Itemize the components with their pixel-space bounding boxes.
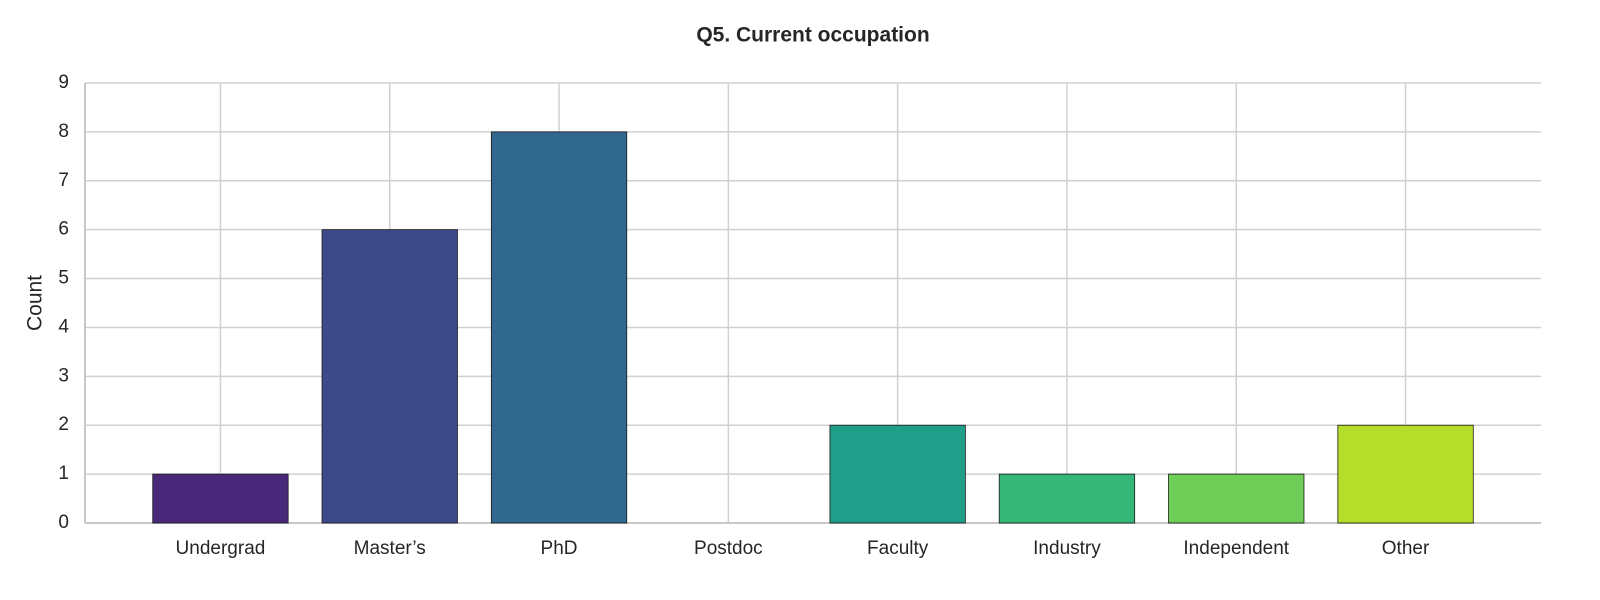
- x-tick-label: PhD: [541, 538, 578, 559]
- x-tick-label: Industry: [1033, 538, 1101, 559]
- bar: [1168, 473, 1305, 524]
- y-tick-label: 7: [58, 170, 69, 191]
- y-tick-label: 2: [58, 414, 69, 435]
- x-tick-label: Other: [1382, 538, 1430, 559]
- y-tick-label: 0: [58, 512, 69, 533]
- x-tick-label: Independent: [1183, 538, 1289, 559]
- x-tick-label: Postdoc: [694, 538, 763, 559]
- bar: [829, 424, 966, 524]
- bar: [152, 473, 289, 524]
- bar: [321, 229, 458, 524]
- x-tick-label: Faculty: [867, 538, 929, 559]
- y-tick-label: 8: [58, 121, 69, 142]
- bar: [490, 131, 628, 524]
- y-tick-label: 1: [58, 463, 69, 484]
- y-tick-label: 5: [58, 268, 69, 289]
- x-tick-label: Undergrad: [176, 538, 266, 559]
- bar: [998, 473, 1136, 524]
- y-tick-label: 6: [58, 219, 69, 240]
- y-axis-label: Count: [24, 275, 47, 331]
- y-tick-label: 9: [58, 72, 69, 93]
- y-tick-label: 3: [58, 365, 69, 386]
- chart-title: Q5. Current occupation: [696, 24, 929, 47]
- y-tick-label: 4: [58, 316, 69, 337]
- x-tick-label: Master’s: [354, 538, 426, 559]
- bar: [1337, 424, 1474, 524]
